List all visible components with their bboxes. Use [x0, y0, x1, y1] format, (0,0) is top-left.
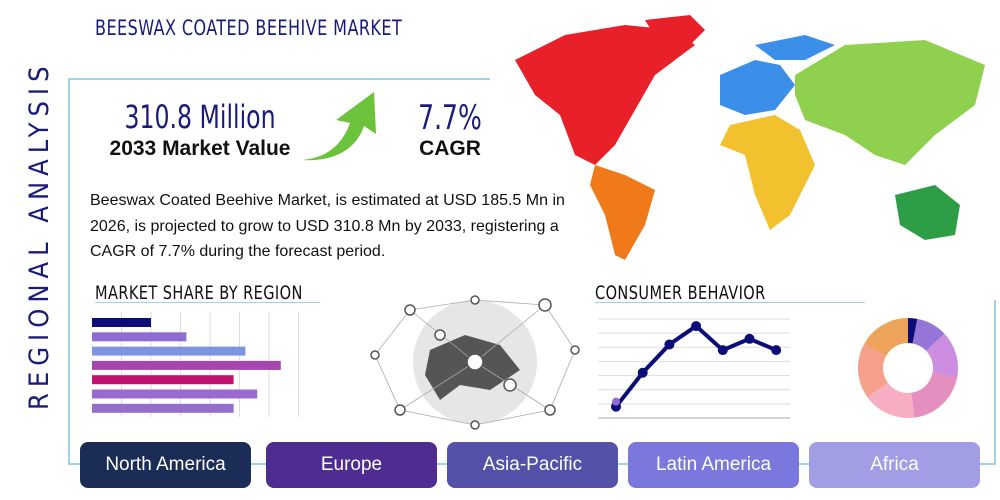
- page-title: BEESWAX COATED BEEHIVE MARKET: [95, 16, 403, 40]
- data-point: [691, 321, 702, 332]
- region-button-north-america[interactable]: North America: [80, 442, 251, 488]
- region-label: Latin America: [655, 454, 772, 475]
- donut-slice: [908, 318, 918, 344]
- side-title: REGIONAL ANALYSIS: [24, 60, 55, 410]
- region-button-africa[interactable]: Africa: [809, 442, 980, 488]
- bar: [92, 375, 234, 385]
- region-button-europe[interactable]: Europe: [266, 442, 437, 488]
- consumer-behavior-heading: CONSUMER BEHAVIOR: [595, 282, 766, 304]
- green-up-arrow-icon: [302, 92, 376, 161]
- region-label: North America: [105, 454, 226, 475]
- donut-slice: [864, 318, 908, 356]
- frame-left: [68, 78, 70, 465]
- map-australia: [895, 185, 960, 240]
- bar: [92, 389, 258, 399]
- donut-slice: [911, 372, 958, 418]
- bar: [92, 346, 246, 356]
- bar: [92, 403, 234, 413]
- market-value: 310.8 Million: [124, 98, 276, 136]
- consumer-line-chart: [598, 318, 790, 419]
- donut-slice: [912, 318, 945, 351]
- map-south-america: [590, 165, 655, 260]
- region-label: Europe: [320, 454, 383, 475]
- map-north-america: [515, 25, 695, 165]
- market-description: Beeswax Coated Beehive Market, is estima…: [90, 192, 565, 260]
- map-asia: [795, 40, 985, 165]
- consumer-donut-chart: [858, 318, 958, 418]
- bar: [92, 360, 281, 370]
- cagr-label: CAGR: [419, 137, 481, 160]
- market-value-label: 2033 Market Value: [109, 137, 291, 160]
- market-share-heading: MARKET SHARE BY REGION: [95, 282, 303, 304]
- map-greenland: [645, 15, 705, 50]
- data-point: [717, 345, 728, 356]
- region-button-asia-pacific[interactable]: Asia-Pacific: [447, 442, 618, 488]
- data-point: [771, 345, 782, 356]
- frame-top: [68, 78, 490, 80]
- globe-network-image: [370, 295, 580, 430]
- region-label: Africa: [870, 454, 919, 475]
- region-label: Asia-Pacific: [482, 454, 583, 475]
- map-europe: [720, 60, 795, 115]
- data-point: [612, 397, 620, 406]
- frame-right: [994, 300, 996, 465]
- market-share-bar-chart: [92, 312, 299, 417]
- world-map: [515, 15, 985, 260]
- cagr-value: 7.7%: [418, 98, 482, 138]
- bar: [92, 332, 187, 342]
- donut-slice: [858, 343, 888, 398]
- map-africa: [720, 115, 815, 230]
- data-point: [744, 333, 755, 344]
- region-button-latin-america[interactable]: Latin America: [628, 442, 799, 488]
- data-point: [637, 367, 648, 378]
- bar: [92, 318, 151, 327]
- data-point: [664, 339, 675, 350]
- donut-slice: [926, 333, 958, 378]
- donut-slice: [867, 382, 915, 418]
